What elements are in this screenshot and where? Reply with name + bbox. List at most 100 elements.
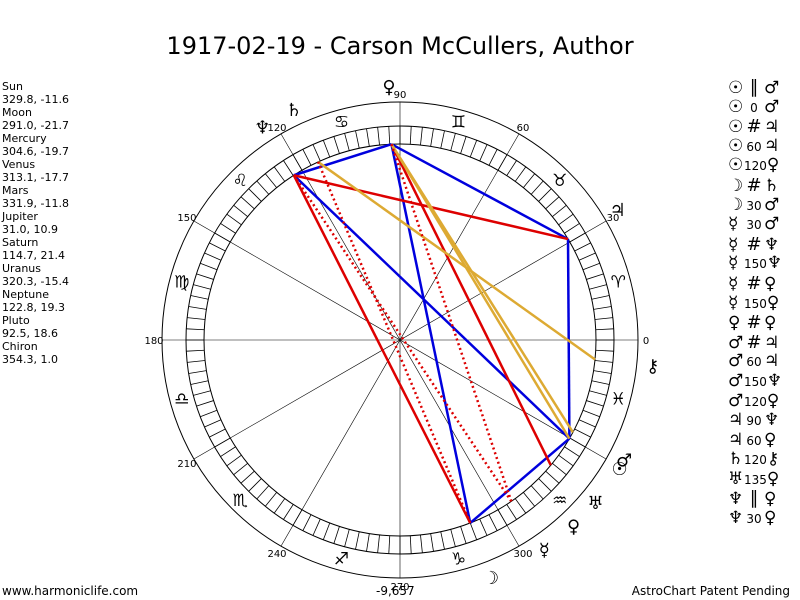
aspect-planet-1-glyph: ♆ xyxy=(728,508,744,529)
aspect-line xyxy=(390,143,552,466)
aspect-planet-1-glyph: ☿ xyxy=(728,253,739,274)
degree-tick xyxy=(582,409,600,418)
degree-tick xyxy=(469,140,478,158)
aspect-planet-2-glyph: ♀ xyxy=(764,273,777,294)
degree-label: 300 xyxy=(513,549,532,560)
planet-coords: 320.3, -15.4 xyxy=(2,275,69,288)
chart-title: 1917-02-19 - Carson McCullers, Author xyxy=(166,32,634,60)
degree-tick xyxy=(322,522,331,540)
aspect-planet-2-glyph: ♆ xyxy=(766,370,783,391)
planet-name: Mars xyxy=(2,184,29,197)
degree-tick xyxy=(196,400,214,407)
aspect-planet-2-glyph: ⚷ xyxy=(766,449,780,470)
aspect-line xyxy=(566,239,571,439)
degree-label: 120 xyxy=(267,123,286,134)
degree-tick xyxy=(523,173,535,188)
degree-tick xyxy=(188,306,207,310)
aspect-row: ♂120 ♀ xyxy=(728,390,800,412)
planet-name: Moon xyxy=(2,106,32,119)
degree-tick xyxy=(552,205,567,217)
degree-tick xyxy=(220,446,236,457)
planet-name: Saturn xyxy=(2,236,39,249)
degree-tick xyxy=(312,144,321,162)
aspect-symbol: # xyxy=(746,312,762,334)
degree-tick xyxy=(355,531,360,550)
degree-tick xyxy=(190,380,209,385)
aspect-planet-1-glyph: ☉ xyxy=(728,78,744,98)
degree-tick xyxy=(574,242,591,252)
aspect-line xyxy=(317,160,596,361)
aspect-row: ♂ # ♃ xyxy=(728,333,800,353)
degree-tick xyxy=(430,128,434,147)
aspect-planet-2-glyph: ♂ xyxy=(764,96,780,117)
aspect-angle: 120 xyxy=(744,159,767,174)
degree-label: 240 xyxy=(267,549,286,560)
axis-line xyxy=(193,220,607,460)
aspect-line xyxy=(469,437,571,524)
planet-coords: 114.7, 21.4 xyxy=(2,249,65,262)
aspect-symbol: ∥ xyxy=(749,488,759,510)
aspect-angle: 0 xyxy=(750,100,758,115)
degree-tick xyxy=(545,470,560,484)
degree-tick xyxy=(593,370,612,374)
aspect-row: ☽ # ♄ xyxy=(728,176,800,196)
degree-tick xyxy=(574,428,591,438)
degree-tick xyxy=(196,273,214,280)
degree-tick xyxy=(586,400,604,407)
degree-tick xyxy=(200,409,218,418)
degree-tick xyxy=(388,126,391,145)
degree-tick xyxy=(377,127,380,146)
gemini-icon: ♊ xyxy=(451,113,466,133)
aspect-planet-1-glyph: ☽ xyxy=(728,194,744,215)
degree-tick xyxy=(220,223,236,234)
degree-tick xyxy=(388,535,391,554)
aspect-angle: 60 xyxy=(746,355,762,370)
footer-website[interactable]: www.harmoniclife.com xyxy=(2,584,139,598)
degree-tick xyxy=(460,136,467,154)
aspect-planet-1-glyph: ♂ xyxy=(728,370,744,391)
degree-tick xyxy=(440,130,445,149)
aspect-planet-1-glyph: ♅ xyxy=(728,468,744,489)
aspect-planet-2-glyph: ♀ xyxy=(764,429,777,450)
degree-tick xyxy=(265,492,277,507)
degree-label: 180 xyxy=(144,336,163,347)
saturn-icon: ♄ xyxy=(286,100,302,121)
degree-tick xyxy=(558,454,574,467)
aspect-angle: 150 xyxy=(744,257,767,272)
aspect-angle: 60 xyxy=(746,139,762,154)
aspect-planet-2-glyph: ♀ xyxy=(766,390,780,411)
aspect-planet-1-glyph: ☉ xyxy=(728,117,744,138)
planet-name: Mercury xyxy=(2,132,47,145)
aspect-planet-1-glyph: ☉ xyxy=(728,135,744,156)
aspect-line xyxy=(292,174,472,524)
degree-tick xyxy=(523,492,535,507)
planet-coords: 304.6, -19.7 xyxy=(2,145,69,158)
planet-position-list: Sun 329.8, -11.6 Moon 291.0, -21.7 Mercury 30… xyxy=(2,80,69,366)
aspect-planet-1-glyph: ♆ xyxy=(728,489,744,510)
degree-tick xyxy=(409,126,412,145)
sagittarius-icon: ♐ xyxy=(334,549,349,569)
degree-tick xyxy=(558,213,574,226)
degree-tick xyxy=(564,446,580,457)
degree-label: 270 xyxy=(390,582,409,593)
degree-tick xyxy=(469,522,478,540)
virgo-icon: ♍ xyxy=(174,273,189,293)
degree-tick xyxy=(586,273,604,280)
aspect-planet-1-glyph: ☿ xyxy=(728,292,739,313)
aspect-row: ☿ 30 ♂ xyxy=(728,215,800,235)
degree-tick xyxy=(283,160,294,176)
degree-tick xyxy=(460,526,467,544)
degree-tick xyxy=(594,317,613,320)
aspect-planet-2-glyph: ♃ xyxy=(764,117,780,138)
aspect-symbol: # xyxy=(746,272,762,294)
planet-coords: 354.3, 1.0 xyxy=(2,353,58,366)
aspect-planet-2-glyph: ♆ xyxy=(766,253,783,274)
aspect-angle: 135 xyxy=(744,472,767,487)
degree-label: 30 xyxy=(607,213,620,224)
aspect-planet-2-glyph: ♂ xyxy=(764,78,780,98)
sun-icon: ☉ xyxy=(611,459,627,480)
aspect-row: ♂150 ♆ xyxy=(728,370,800,392)
aspect-row: ♃ 60 ♀ xyxy=(728,429,800,451)
planet-name: Venus xyxy=(2,158,36,171)
